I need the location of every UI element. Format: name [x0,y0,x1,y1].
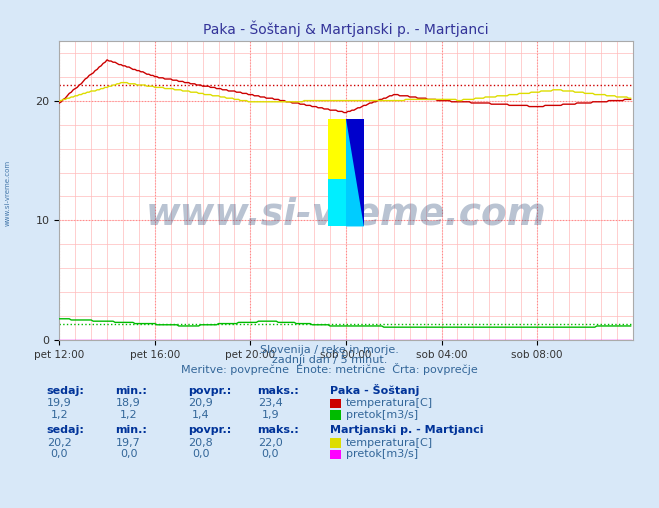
Text: 20,2: 20,2 [47,437,72,448]
Text: 22,0: 22,0 [258,437,283,448]
Text: zadnji dan / 5 minut.: zadnji dan / 5 minut. [272,355,387,365]
Text: www.si-vreme.com: www.si-vreme.com [5,160,11,226]
Text: 0,0: 0,0 [120,449,137,459]
Bar [328,118,346,178]
Text: min.:: min.: [115,425,147,435]
Text: maks.:: maks.: [257,425,299,435]
Text: min.:: min.: [115,386,147,396]
Text: sedaj:: sedaj: [46,386,84,396]
Text: povpr.:: povpr.: [188,425,231,435]
Text: 23,4: 23,4 [258,398,283,408]
Text: 19,9: 19,9 [47,398,72,408]
Bar [328,178,346,227]
Text: sedaj:: sedaj: [46,425,84,435]
Text: Slovenija / reke in morje.: Slovenija / reke in morje. [260,345,399,355]
Bar [346,118,364,227]
Text: Meritve: povprečne  Enote: metrične  Črta: povprečje: Meritve: povprečne Enote: metrične Črta:… [181,363,478,375]
Polygon shape [346,118,364,227]
Text: 1,4: 1,4 [192,409,210,420]
Text: 1,9: 1,9 [262,409,279,420]
Text: pretok[m3/s]: pretok[m3/s] [346,409,418,420]
Text: 1,2: 1,2 [51,409,68,420]
Text: 0,0: 0,0 [262,449,279,459]
Text: Martjanski p. - Martjanci: Martjanski p. - Martjanci [330,425,483,435]
Text: pretok[m3/s]: pretok[m3/s] [346,449,418,459]
Text: 20,9: 20,9 [188,398,214,408]
Text: www.si-vreme.com: www.si-vreme.com [146,197,546,233]
Text: Paka - Šoštanj: Paka - Šoštanj [330,384,419,396]
Text: maks.:: maks.: [257,386,299,396]
Title: Paka - Šoštanj & Martjanski p. - Martjanci: Paka - Šoštanj & Martjanski p. - Martjan… [203,20,489,37]
Text: 0,0: 0,0 [192,449,210,459]
Text: 1,2: 1,2 [120,409,137,420]
Text: 19,7: 19,7 [116,437,141,448]
Text: povpr.:: povpr.: [188,386,231,396]
Text: 20,8: 20,8 [188,437,214,448]
Text: 0,0: 0,0 [51,449,68,459]
Text: temperatura[C]: temperatura[C] [346,398,433,408]
Text: 18,9: 18,9 [116,398,141,408]
Text: temperatura[C]: temperatura[C] [346,437,433,448]
